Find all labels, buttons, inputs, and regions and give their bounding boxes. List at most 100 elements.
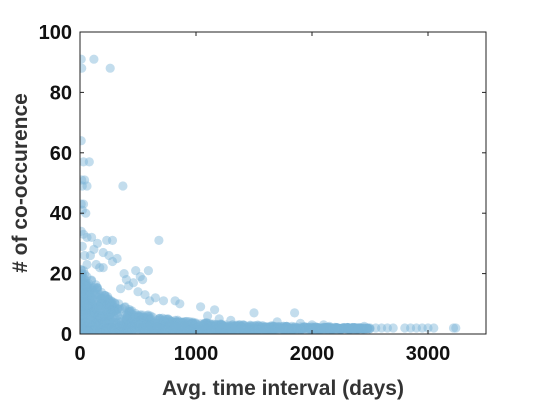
data-point bbox=[199, 319, 209, 329]
data-point bbox=[126, 322, 136, 332]
data-point bbox=[177, 324, 187, 334]
data-point bbox=[279, 323, 289, 333]
data-point bbox=[388, 323, 398, 333]
data-point bbox=[137, 322, 147, 332]
data-point bbox=[168, 320, 179, 330]
data-point bbox=[133, 325, 143, 334]
data-point bbox=[275, 323, 285, 334]
data-point bbox=[80, 327, 87, 334]
data-point bbox=[88, 324, 98, 334]
data-point bbox=[149, 321, 159, 332]
data-point bbox=[80, 316, 86, 326]
data-point bbox=[80, 296, 90, 306]
data-point bbox=[80, 287, 86, 297]
data-point bbox=[83, 298, 93, 308]
data-point bbox=[186, 323, 196, 333]
data-point bbox=[106, 308, 116, 318]
data-point bbox=[181, 319, 191, 329]
data-point bbox=[113, 304, 123, 314]
data-point bbox=[111, 323, 121, 334]
data-point bbox=[309, 323, 319, 333]
data-point bbox=[108, 326, 118, 334]
data-point bbox=[264, 322, 274, 332]
data-point bbox=[261, 324, 271, 334]
data-point bbox=[134, 312, 144, 322]
data-point bbox=[249, 308, 259, 318]
data-point bbox=[326, 323, 336, 333]
data-point bbox=[115, 321, 125, 331]
data-point bbox=[80, 317, 85, 327]
data-point bbox=[357, 323, 367, 334]
data-point bbox=[155, 322, 165, 332]
data-point bbox=[238, 323, 249, 333]
data-point bbox=[114, 326, 124, 334]
data-point bbox=[81, 281, 91, 291]
data-point bbox=[253, 324, 264, 334]
data-point bbox=[147, 323, 158, 333]
data-point bbox=[109, 317, 119, 327]
data-point bbox=[83, 283, 93, 293]
data-point bbox=[154, 326, 164, 334]
data-point bbox=[83, 281, 93, 291]
data-point bbox=[327, 324, 337, 334]
data-point bbox=[126, 306, 136, 316]
data-point bbox=[145, 319, 155, 330]
data-point bbox=[150, 324, 160, 334]
data-point bbox=[88, 321, 98, 331]
data-point bbox=[281, 322, 291, 332]
data-point bbox=[321, 324, 331, 334]
data-point bbox=[168, 326, 178, 334]
data-point bbox=[162, 314, 172, 324]
data-point bbox=[99, 327, 109, 334]
data-point bbox=[172, 326, 182, 334]
data-point bbox=[84, 306, 94, 316]
data-point bbox=[89, 327, 99, 334]
data-point bbox=[330, 323, 340, 333]
data-point bbox=[316, 324, 326, 334]
data-point bbox=[188, 318, 198, 329]
data-point bbox=[152, 315, 163, 326]
data-point bbox=[308, 322, 318, 332]
data-point bbox=[82, 290, 92, 300]
data-point bbox=[284, 324, 294, 334]
data-point bbox=[80, 275, 85, 286]
data-point bbox=[216, 323, 226, 333]
data-point bbox=[104, 299, 115, 309]
data-point bbox=[92, 292, 102, 302]
data-point bbox=[80, 278, 85, 288]
data-point bbox=[80, 318, 85, 328]
data-point bbox=[322, 324, 332, 334]
data-point bbox=[228, 325, 238, 334]
data-point bbox=[104, 315, 115, 325]
data-point bbox=[169, 324, 179, 334]
data-point bbox=[268, 321, 278, 331]
data-point bbox=[135, 324, 145, 334]
data-point bbox=[80, 325, 90, 334]
data-point bbox=[103, 323, 113, 333]
x-tick-label: 2000 bbox=[290, 343, 335, 365]
data-point bbox=[188, 323, 198, 334]
data-point bbox=[362, 323, 372, 333]
data-point bbox=[89, 306, 99, 317]
data-point bbox=[92, 304, 102, 314]
data-point bbox=[85, 302, 95, 312]
data-point bbox=[106, 306, 116, 316]
data-point bbox=[90, 325, 100, 334]
data-point bbox=[345, 324, 355, 334]
data-point bbox=[365, 324, 375, 334]
data-point bbox=[371, 323, 381, 333]
data-point bbox=[128, 310, 138, 320]
data-point bbox=[169, 321, 180, 331]
data-point bbox=[136, 315, 146, 325]
data-point bbox=[287, 321, 297, 331]
data-point bbox=[83, 279, 94, 289]
data-point bbox=[111, 318, 121, 328]
data-point bbox=[173, 317, 183, 327]
data-point bbox=[81, 208, 91, 218]
data-point bbox=[169, 317, 179, 327]
data-point bbox=[80, 305, 90, 315]
data-point bbox=[139, 323, 149, 333]
data-point bbox=[346, 324, 356, 334]
data-point bbox=[162, 319, 172, 329]
data-point bbox=[130, 322, 140, 332]
